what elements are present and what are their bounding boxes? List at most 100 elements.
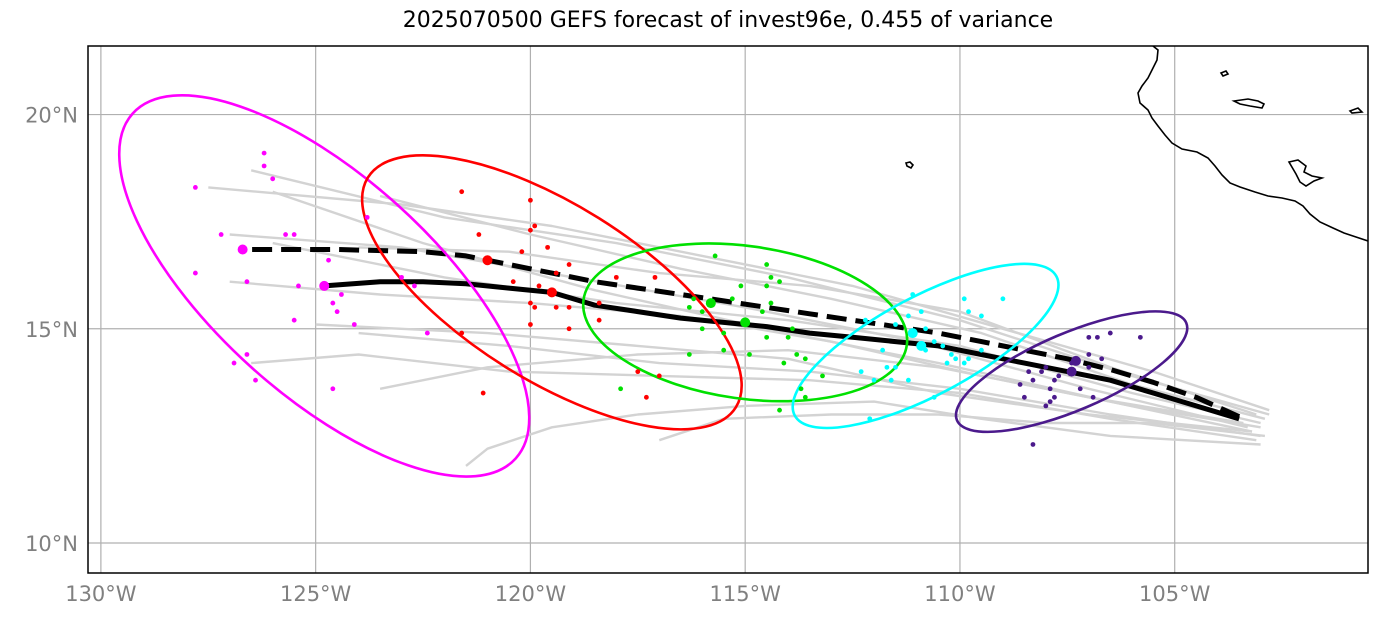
y-tick-label: 10°N bbox=[25, 532, 78, 556]
member-point bbox=[1047, 386, 1053, 392]
member-point bbox=[1077, 386, 1083, 392]
x-tick-label: 105°W bbox=[1139, 582, 1211, 606]
member-point bbox=[399, 274, 404, 280]
member-point bbox=[785, 334, 791, 340]
member-point bbox=[768, 300, 774, 306]
member-point bbox=[1047, 399, 1053, 405]
member-point bbox=[635, 369, 641, 375]
member-point bbox=[1086, 352, 1092, 357]
member-point bbox=[906, 377, 911, 383]
member-point bbox=[948, 352, 954, 357]
member-point bbox=[476, 232, 482, 237]
member-point bbox=[768, 274, 774, 280]
member-point bbox=[940, 343, 946, 349]
mean-position-dot bbox=[319, 280, 330, 291]
uncertainty-ellipse bbox=[791, 262, 1060, 430]
mean-position-dot bbox=[907, 328, 918, 339]
lake-chapala bbox=[1287, 159, 1325, 187]
member-point bbox=[192, 184, 198, 190]
member-point bbox=[296, 283, 301, 289]
tick-labels: 130°W 125°W 120°W 115°W 110°W 105°W 10°N 15°N 20… bbox=[25, 104, 1211, 606]
coastline-mexico bbox=[1137, 46, 1368, 242]
member-track bbox=[250, 169, 1270, 416]
member-point bbox=[953, 356, 959, 362]
member-point bbox=[1094, 334, 1100, 340]
member-point bbox=[691, 296, 697, 302]
mean-position-dot bbox=[1066, 366, 1077, 377]
member-point bbox=[802, 356, 808, 362]
member-point bbox=[480, 390, 486, 396]
member-point bbox=[979, 313, 984, 319]
member-point bbox=[1107, 330, 1113, 336]
member-point bbox=[656, 373, 662, 379]
member-point bbox=[1000, 296, 1006, 302]
member-point bbox=[566, 304, 572, 310]
member-point bbox=[747, 352, 752, 357]
member-point bbox=[764, 283, 770, 289]
island-small-1 bbox=[1219, 70, 1230, 77]
member-point bbox=[923, 326, 928, 332]
member-point bbox=[979, 347, 984, 353]
uncertainty-ellipse bbox=[954, 310, 1189, 434]
member-point bbox=[218, 232, 224, 237]
member-point bbox=[931, 339, 937, 345]
member-point bbox=[1099, 356, 1105, 362]
member-point bbox=[966, 356, 971, 362]
member-point bbox=[596, 300, 602, 306]
member-point bbox=[931, 394, 937, 400]
member-point bbox=[1086, 364, 1092, 370]
member-point bbox=[893, 364, 898, 370]
member-point bbox=[643, 394, 649, 400]
member-point bbox=[729, 296, 735, 302]
member-point bbox=[1039, 369, 1044, 375]
member-point bbox=[893, 322, 898, 327]
member-point bbox=[261, 163, 267, 169]
member-point bbox=[528, 300, 533, 306]
member-point bbox=[944, 360, 950, 366]
member-point bbox=[820, 373, 825, 379]
uncertainty-ellipse bbox=[581, 242, 909, 403]
member-point bbox=[532, 304, 538, 310]
member-track bbox=[272, 241, 1261, 425]
member-point bbox=[699, 309, 705, 315]
x-tick-label: 110°W bbox=[924, 582, 996, 606]
island-revillagigedo bbox=[904, 161, 915, 170]
member-point bbox=[553, 304, 559, 310]
member-points bbox=[192, 150, 1143, 447]
member-point bbox=[528, 197, 533, 203]
member-point bbox=[1056, 373, 1062, 379]
member-point bbox=[1090, 394, 1096, 400]
member-point bbox=[459, 330, 465, 336]
island-small-2 bbox=[1231, 98, 1266, 109]
member-point bbox=[721, 330, 727, 336]
member-point bbox=[764, 334, 770, 340]
mean-position-dot bbox=[705, 298, 716, 309]
member-point bbox=[244, 352, 250, 357]
member-point bbox=[871, 377, 877, 383]
uncertainty-ellipses bbox=[117, 94, 1189, 478]
mean-position-dots bbox=[237, 244, 1081, 377]
member-point bbox=[1043, 403, 1049, 409]
member-track bbox=[315, 323, 1253, 433]
member-point bbox=[863, 317, 868, 323]
member-point bbox=[291, 317, 297, 323]
x-tick-label: 120°W bbox=[495, 582, 567, 606]
member-point bbox=[231, 360, 237, 366]
member-point bbox=[528, 227, 533, 233]
mean-position-dot bbox=[1070, 355, 1081, 366]
member-point bbox=[283, 232, 288, 237]
member-point bbox=[553, 270, 559, 276]
member-point bbox=[1052, 377, 1057, 383]
uncertainty-ellipse bbox=[360, 154, 743, 431]
member-point bbox=[764, 262, 770, 267]
member-point bbox=[1137, 334, 1143, 340]
member-point bbox=[867, 416, 873, 422]
member-point bbox=[270, 176, 276, 182]
member-point bbox=[532, 223, 538, 229]
member-point bbox=[686, 304, 692, 310]
member-point bbox=[794, 352, 800, 357]
x-tick-label: 130°W bbox=[65, 582, 137, 606]
member-point bbox=[253, 377, 258, 383]
member-point bbox=[1017, 382, 1023, 387]
